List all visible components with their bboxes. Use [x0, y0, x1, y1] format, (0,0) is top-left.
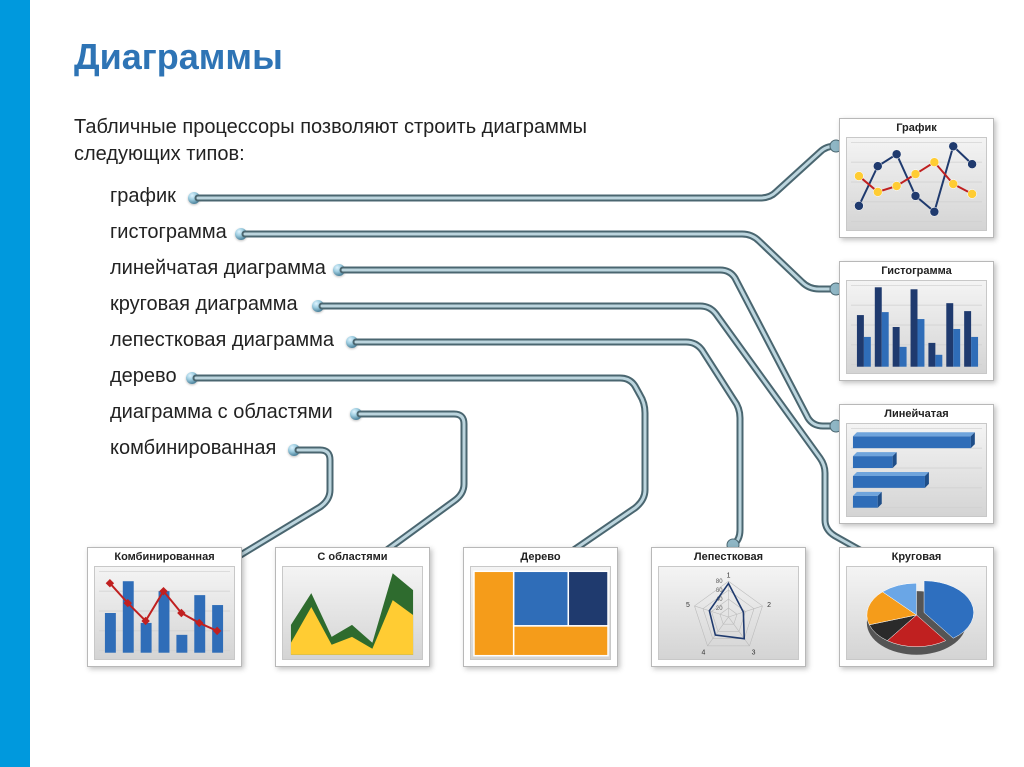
intro-text: Табличные процессоры позволяют строить д… — [74, 114, 634, 168]
thumb-body — [470, 566, 611, 660]
thumb-krugovaya: Круговая — [839, 547, 994, 667]
svg-text:5: 5 — [686, 602, 690, 609]
svg-text:3: 3 — [752, 649, 756, 656]
connector-bullet — [288, 444, 300, 456]
thumb-kombi: Комбинированная — [87, 547, 242, 667]
thumb-title: Гистограмма — [840, 265, 993, 277]
thumb-body — [846, 566, 987, 660]
chart-type-item: дерево — [110, 358, 334, 394]
svg-text:80: 80 — [716, 579, 723, 585]
thumb-body — [282, 566, 423, 660]
chart-type-item: лепестковая диаграмма — [110, 322, 334, 358]
thumb-title: С областями — [276, 551, 429, 563]
thumb-grafik: График — [839, 118, 994, 238]
thumb-body — [846, 137, 987, 231]
thumb-body: 2040608012345 — [658, 566, 799, 660]
svg-text:2: 2 — [767, 602, 771, 609]
connector-bullet — [312, 300, 324, 312]
chart-type-item: линейчатая диаграмма — [110, 250, 334, 286]
thumb-title: Линейчатая — [840, 408, 993, 420]
connector-bullet — [188, 192, 200, 204]
connector-bullet — [350, 408, 362, 420]
chart-type-item: комбинированная — [110, 430, 334, 466]
page-title: Диаграммы — [74, 36, 283, 78]
connector-bullet — [333, 264, 345, 276]
thumb-title: Комбинированная — [88, 551, 241, 563]
connector-bullet — [346, 336, 358, 348]
thumb-body — [94, 566, 235, 660]
chart-type-list: графикгистограммалинейчатая диаграммакру… — [110, 178, 334, 466]
chart-type-item: диаграмма с областями — [110, 394, 334, 430]
thumb-title: Круговая — [840, 551, 993, 563]
thumb-gisto: Гистограмма — [839, 261, 994, 381]
connector-bullet — [186, 372, 198, 384]
thumb-lineychataya: Линейчатая — [839, 404, 994, 524]
thumb-derevo: Дерево — [463, 547, 618, 667]
chart-type-item: график — [110, 178, 334, 214]
chart-type-item: гистограмма — [110, 214, 334, 250]
thumb-soblastyami: С областями — [275, 547, 430, 667]
thumb-lepestkovaya: Лепестковая2040608012345 — [651, 547, 806, 667]
svg-text:20: 20 — [716, 606, 723, 612]
accent-side-bar — [0, 0, 30, 767]
thumb-body — [846, 423, 987, 517]
thumb-title: График — [840, 122, 993, 134]
svg-text:4: 4 — [701, 649, 705, 656]
thumb-title: Дерево — [464, 551, 617, 563]
connector-bullet — [235, 228, 247, 240]
thumb-body — [846, 280, 987, 374]
svg-text:1: 1 — [727, 572, 731, 579]
chart-type-item: круговая диаграмма — [110, 286, 334, 322]
thumb-title: Лепестковая — [652, 551, 805, 563]
